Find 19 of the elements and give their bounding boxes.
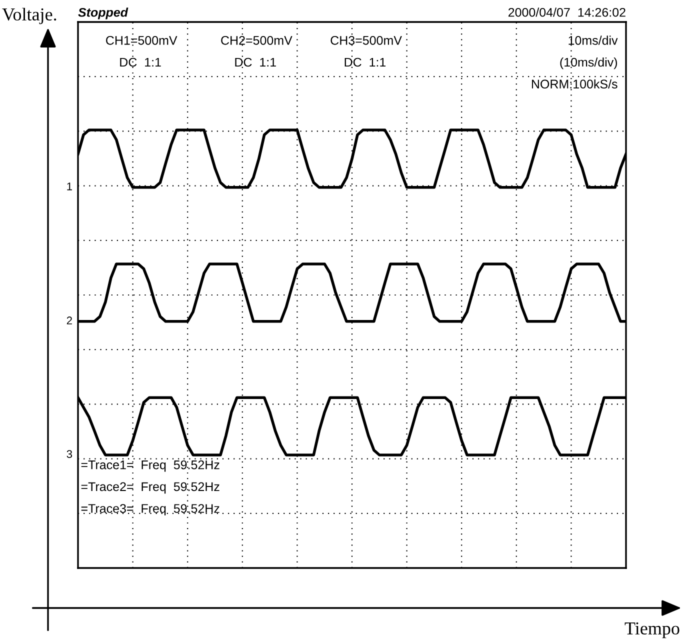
text: NORM:100kS/s <box>532 79 618 89</box>
text: DC 1:1 <box>235 58 276 67</box>
text: CH2=500mV <box>221 36 292 45</box>
text: 2000/04/07 14:26:02 <box>508 8 626 17</box>
annotation: =Trace1= Freq 59.52Hz <box>81 460 220 472</box>
text: 3 <box>66 450 72 458</box>
text: 10ms/div <box>568 36 618 45</box>
annotation: =Trace3= Freq 59.52Hz <box>81 504 220 516</box>
text: DC 1:1 <box>344 58 386 67</box>
annotation: =Trace2= Freq 59.52Hz <box>81 482 220 494</box>
text: 1 <box>67 182 72 190</box>
text: Stopped <box>78 8 128 20</box>
text: 2 <box>66 316 72 324</box>
text: Voltaje. <box>2 8 56 24</box>
text: (10ms/div) <box>560 57 618 70</box>
text: CH1=500mV <box>106 36 178 45</box>
text: CH3=500mV <box>330 36 402 45</box>
text: Tiempo <box>624 622 680 638</box>
text: DC 1:1 <box>120 58 161 67</box>
